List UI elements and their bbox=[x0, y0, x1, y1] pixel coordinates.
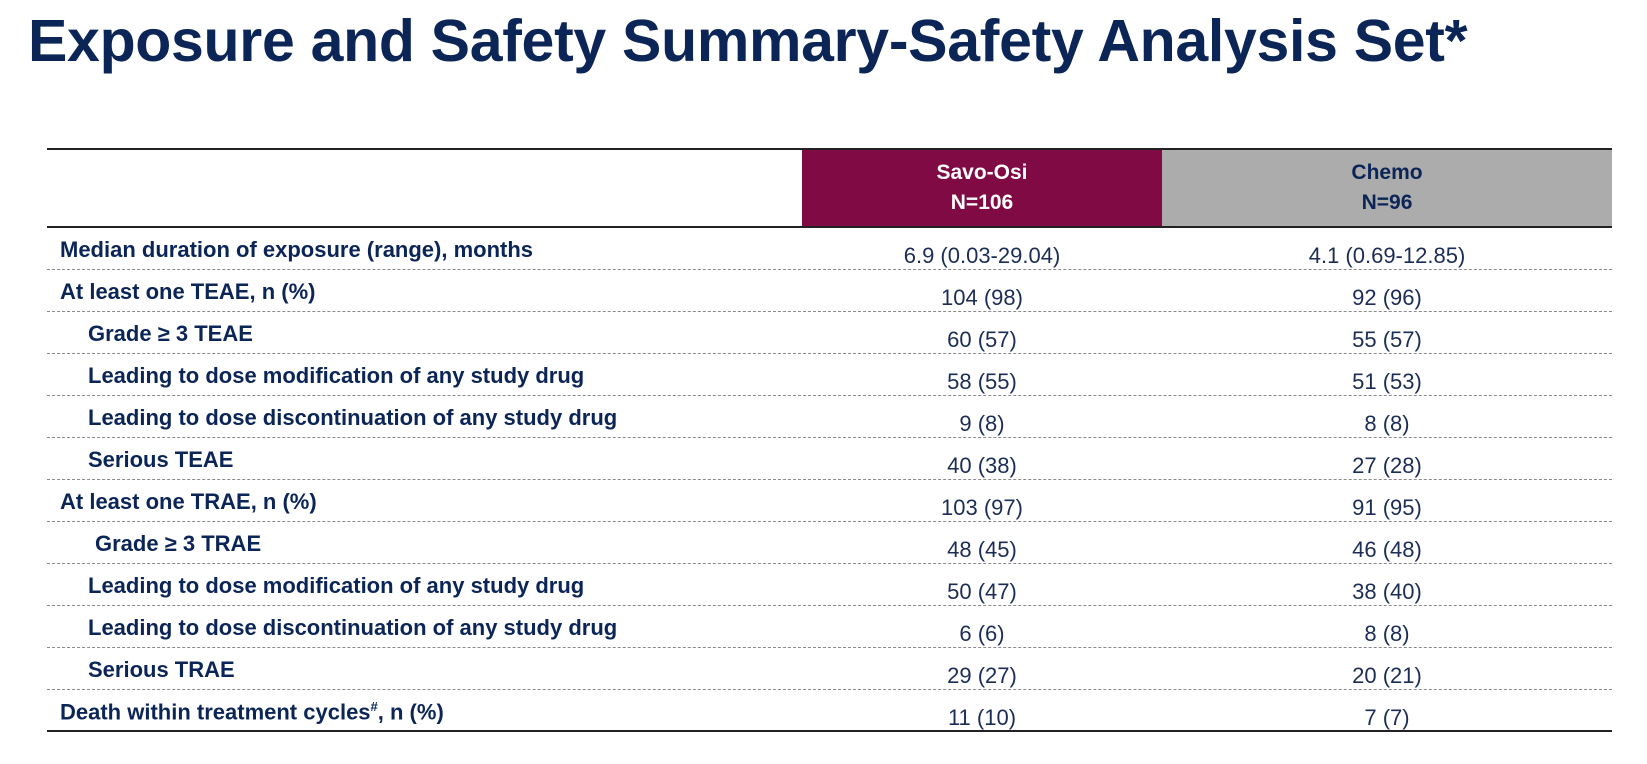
row-label: Leading to dose modification of any stud… bbox=[88, 573, 585, 598]
chemo-value: 38 (40) bbox=[1352, 579, 1422, 604]
table-row: Grade ≥ 3 TRAE 48 (45) 46 (48) bbox=[47, 522, 1612, 564]
row-label: Serious TEAE bbox=[88, 447, 234, 472]
chemo-arm-n: N=96 bbox=[1361, 191, 1413, 214]
row-label: Death within treatment cycles#, n (%) bbox=[47, 690, 802, 730]
savo-osi-value: 50 (47) bbox=[947, 579, 1017, 604]
savo-osi-value: 9 (8) bbox=[959, 411, 1005, 436]
header-chemo: Chemo N=96 bbox=[1162, 150, 1612, 226]
table-row: Leading to dose modification of any stud… bbox=[47, 354, 1612, 396]
savo-osi-value: 58 (55) bbox=[947, 369, 1017, 394]
savo-osi-value: 48 (45) bbox=[947, 537, 1017, 562]
savo-osi-arm-n: N=106 bbox=[950, 191, 1014, 214]
row-label: Leading to dose discontinuation of any s… bbox=[88, 405, 618, 430]
chemo-value: 8 (8) bbox=[1364, 621, 1410, 646]
savo-osi-value: 103 (97) bbox=[941, 495, 1023, 520]
chemo-value: 7 (7) bbox=[1364, 705, 1410, 730]
row-label: Grade ≥ 3 TEAE bbox=[88, 321, 253, 346]
row-label: Leading to dose modification of any stud… bbox=[88, 363, 585, 388]
savo-osi-value: 29 (27) bbox=[947, 663, 1017, 688]
row-label: At least one TEAE, n (%) bbox=[60, 279, 316, 304]
table-row: Death within treatment cycles#, n (%) 11… bbox=[47, 690, 1612, 732]
row-label: Median duration of exposure (range), mon… bbox=[60, 237, 534, 262]
chemo-value: 20 (21) bbox=[1352, 663, 1422, 688]
table-row: Serious TEAE 40 (38) 27 (28) bbox=[47, 438, 1612, 480]
row-label-tail: , n (%) bbox=[377, 699, 444, 725]
table-row: Median duration of exposure (range), mon… bbox=[47, 228, 1612, 270]
chemo-value: 8 (8) bbox=[1364, 411, 1410, 436]
table-row: Leading to dose discontinuation of any s… bbox=[47, 606, 1612, 648]
table-header-row: Savo-Osi N=106 Chemo N=96 bbox=[47, 150, 1612, 228]
chemo-value: 4.1 (0.69-12.85) bbox=[1308, 243, 1466, 268]
page-title: Exposure and Safety Summary-Safety Analy… bbox=[28, 8, 1468, 74]
row-label: Serious TRAE bbox=[88, 657, 235, 682]
row-label: Grade ≥ 3 TRAE bbox=[95, 531, 262, 556]
savo-osi-value: 104 (98) bbox=[941, 285, 1023, 310]
savo-osi-value: 11 (10) bbox=[947, 705, 1017, 730]
savo-osi-value: 60 (57) bbox=[947, 327, 1017, 352]
table-row: Leading to dose modification of any stud… bbox=[47, 564, 1612, 606]
chemo-value: 51 (53) bbox=[1352, 369, 1422, 394]
table-row: Grade ≥ 3 TEAE 60 (57) 55 (57) bbox=[47, 312, 1612, 354]
chemo-value: 46 (48) bbox=[1352, 537, 1422, 562]
hash-footnote-marker: # bbox=[370, 699, 378, 714]
savo-osi-value: 6 (6) bbox=[959, 621, 1005, 646]
row-label: Leading to dose discontinuation of any s… bbox=[88, 615, 618, 640]
row-label: At least one TRAE, n (%) bbox=[60, 489, 317, 514]
chemo-value: 27 (28) bbox=[1352, 453, 1422, 478]
savo-osi-arm-name: Savo-Osi bbox=[936, 161, 1028, 184]
header-savo-osi: Savo-Osi N=106 bbox=[802, 150, 1162, 226]
chemo-value: 55 (57) bbox=[1352, 327, 1422, 352]
table-row: At least one TRAE, n (%) 103 (97) 91 (95… bbox=[47, 480, 1612, 522]
chemo-arm-name: Chemo bbox=[1351, 161, 1423, 184]
table-row: Leading to dose discontinuation of any s… bbox=[47, 396, 1612, 438]
chemo-value: 91 (95) bbox=[1352, 495, 1422, 520]
safety-table: Savo-Osi N=106 Chemo N=96 Median duratio… bbox=[47, 148, 1612, 732]
table-top-rule bbox=[47, 148, 1612, 150]
savo-osi-value: 6.9 (0.03-29.04) bbox=[903, 243, 1061, 268]
header-empty-cell bbox=[47, 150, 802, 226]
chemo-value: 92 (96) bbox=[1352, 285, 1422, 310]
table-row: At least one TEAE, n (%) 104 (98) 92 (96… bbox=[47, 270, 1612, 312]
row-label-main: Death within treatment cycles bbox=[60, 699, 371, 725]
savo-osi-value: 40 (38) bbox=[947, 453, 1017, 478]
table-row: Serious TRAE 29 (27) 20 (21) bbox=[47, 648, 1612, 690]
